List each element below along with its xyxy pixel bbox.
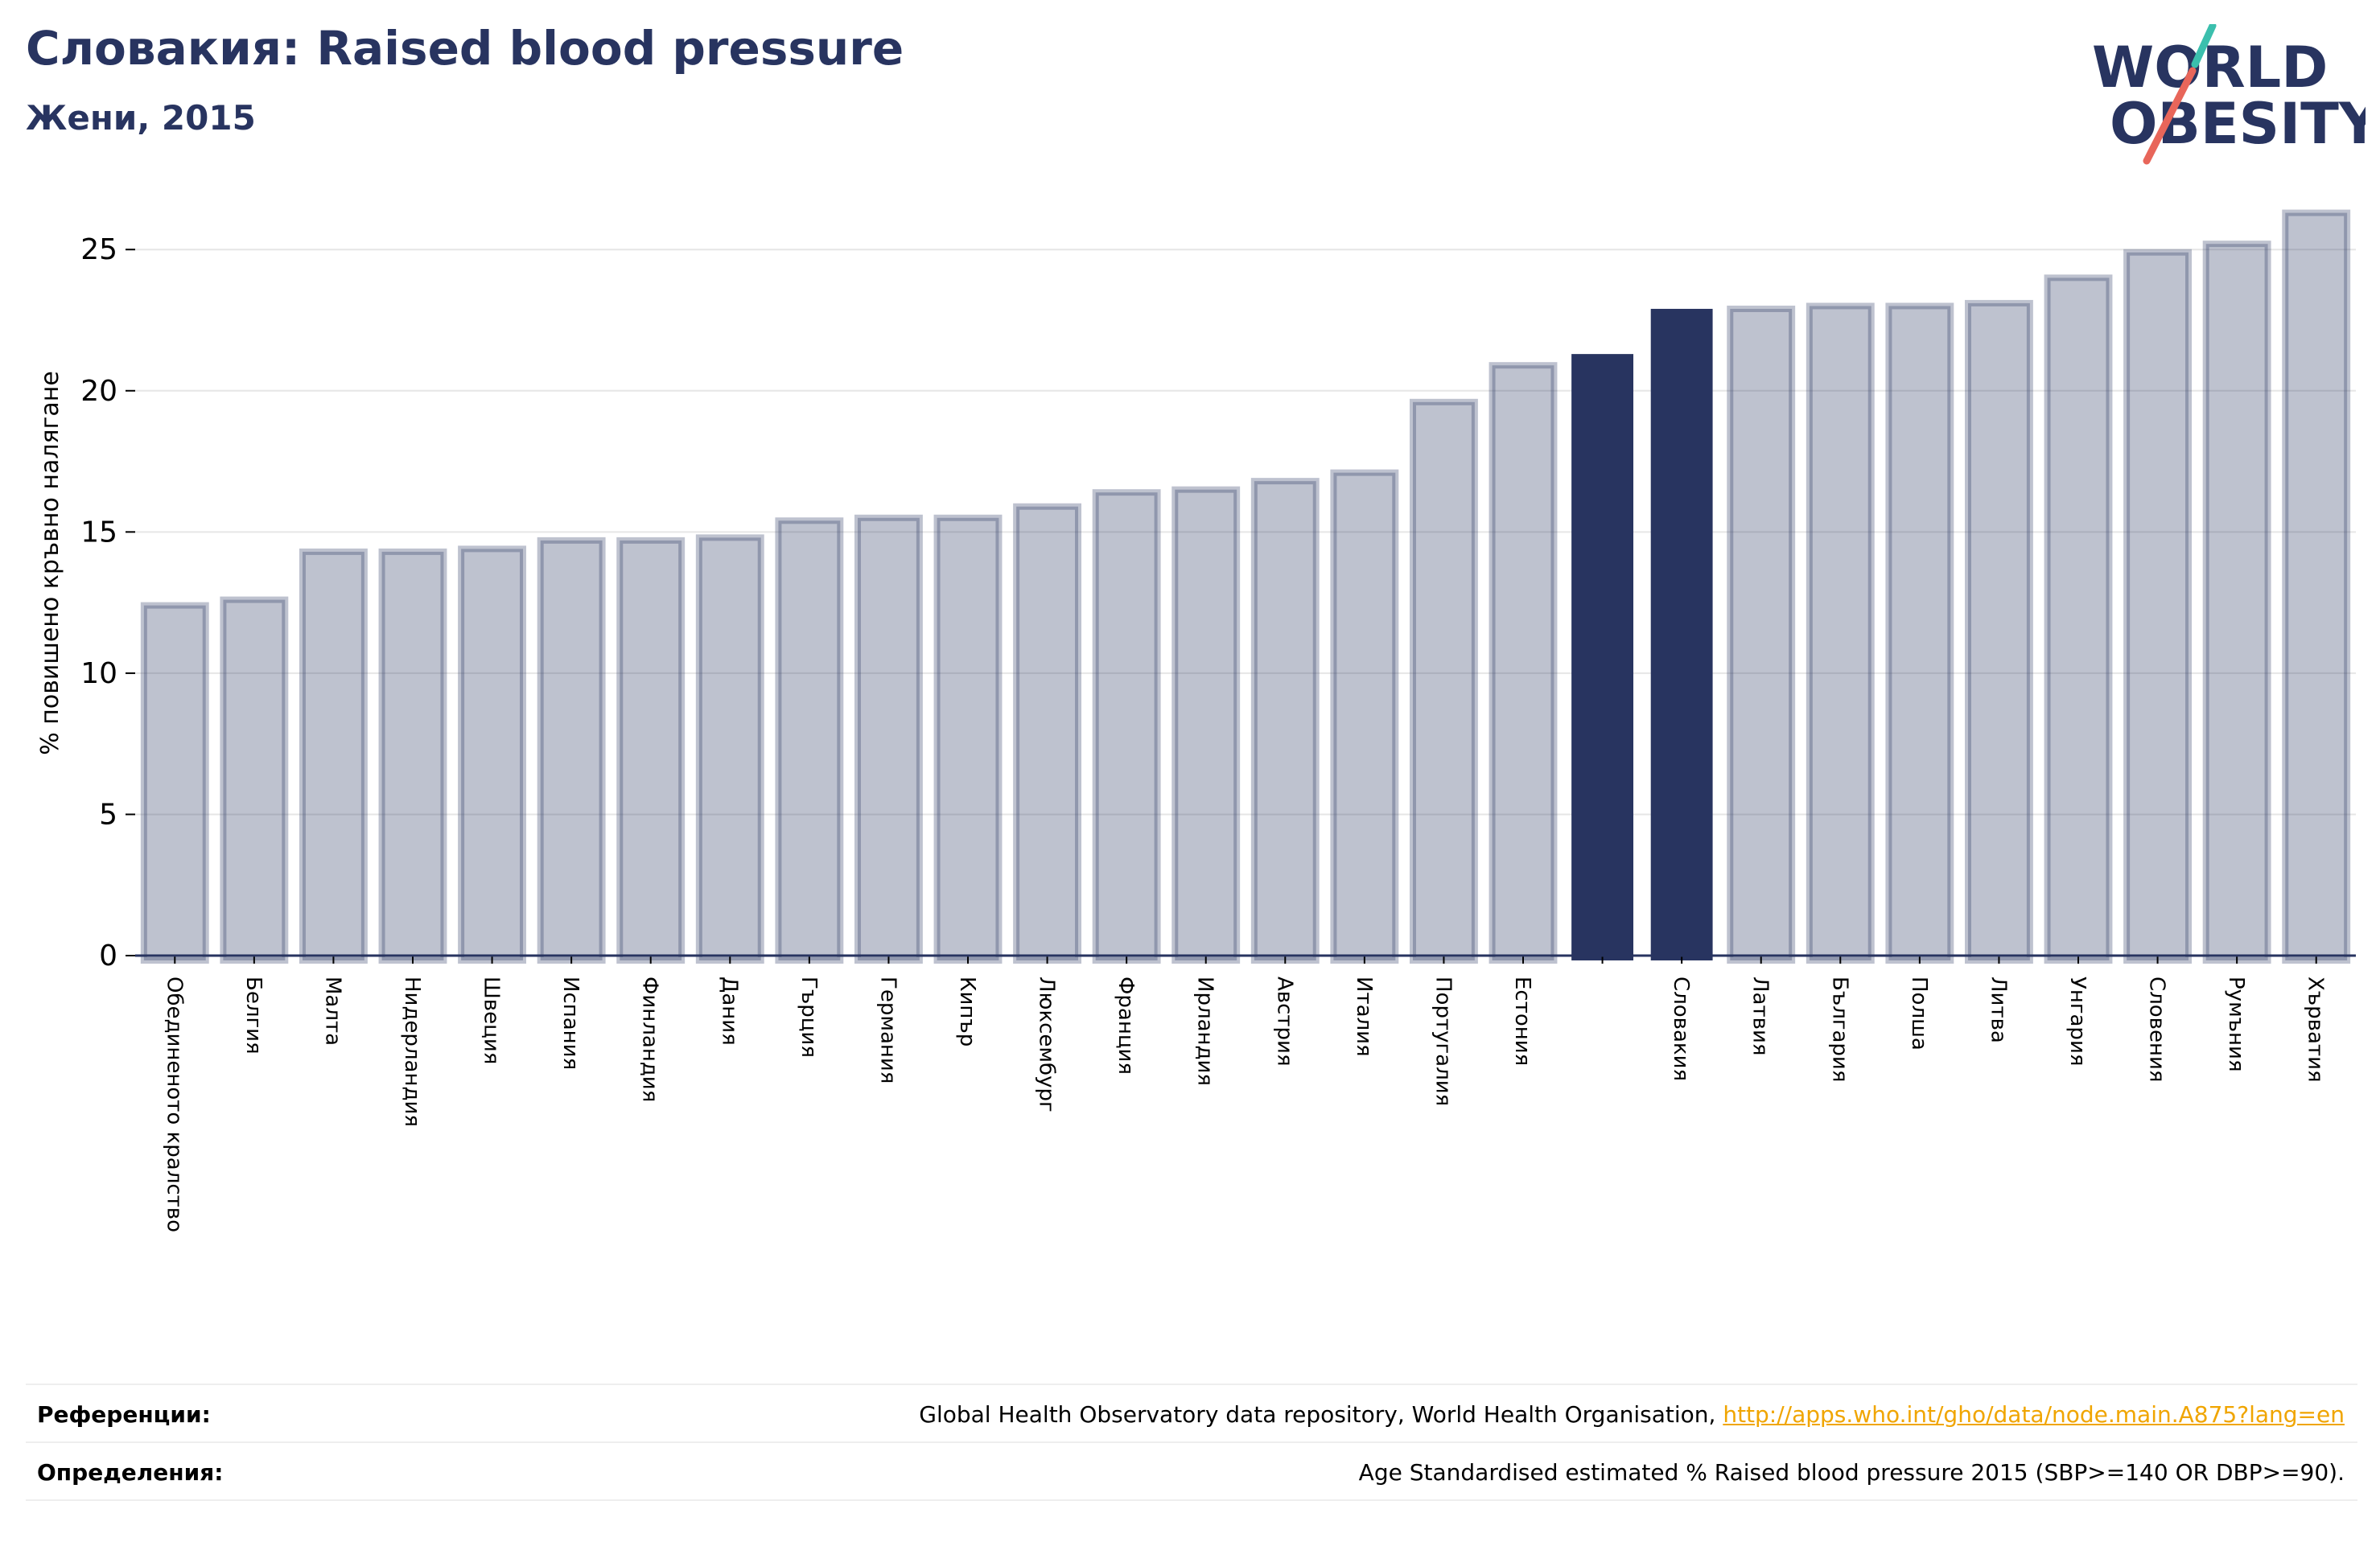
definitions-text: Age Standardised estimated % Raised bloo… — [1358, 1459, 2345, 1486]
bar-Швеция — [458, 545, 527, 964]
bar-Словакия — [1650, 308, 1713, 960]
bar-Кипър — [933, 514, 1003, 964]
x-tick-label-България: България — [1827, 977, 1851, 1082]
y-tick-label-5: 5 — [99, 798, 117, 831]
x-tick-label-Малта: Малта — [320, 977, 344, 1046]
logo-slash-coral — [2143, 67, 2197, 165]
footer-divider-middle — [26, 1441, 2357, 1443]
x-tick-label-Латвия: Латвия — [1748, 977, 1773, 1056]
axes: 0 5 10 15 20 25 Обединеното кралство Белгия Малт… — [80, 233, 2356, 1232]
bar-Обединеното кралство — [140, 602, 209, 964]
bar-Дания — [695, 534, 764, 964]
x-tick-label-Германия: Германия — [875, 977, 900, 1084]
references-text: Global Health Observatory data repositor… — [919, 1401, 2345, 1428]
definitions-label: Определения: — [37, 1459, 224, 1486]
x-tick-label-Португалия: Португалия — [1431, 977, 1455, 1106]
x-tick-label-Италия: Италия — [1352, 977, 1376, 1057]
bar-Литва — [1964, 299, 2033, 964]
x-tick-label-Словения: Словения — [2145, 977, 2169, 1083]
gridlines — [135, 249, 2356, 816]
logo-slash-teal — [2191, 24, 2217, 68]
bars — [140, 209, 2351, 964]
bar-Румъния — [2202, 241, 2271, 964]
bar-Естония — [1489, 362, 1558, 964]
x-tick-label-Нидерландия: Нидерландия — [400, 977, 424, 1127]
y-tick-label-10: 10 — [80, 657, 117, 690]
chart-subtitle: Жени, 2015 — [26, 98, 256, 138]
x-tick-label-Франция: Франция — [1114, 977, 1138, 1075]
x-tick-label-Белгия: Белгия — [241, 977, 266, 1055]
bar-Финландия — [616, 537, 686, 964]
references-source: Global Health Observatory data repositor… — [919, 1401, 1723, 1428]
x-tick-label-Хърватия: Хърватия — [2304, 977, 2328, 1083]
y-axis-label: % повишено кръвно налягане — [36, 371, 64, 755]
bar-Люксембург — [1013, 503, 1082, 964]
bar-Гърция — [775, 517, 844, 964]
x-tick-label-Литва: Литва — [1986, 977, 2010, 1043]
bar-Белгия — [220, 596, 289, 964]
bar-Ирландия — [1171, 486, 1241, 964]
chart-title: Словакия: Raised blood pressure — [26, 21, 904, 76]
footer-divider-top — [26, 1384, 2357, 1385]
bar-Словения — [2123, 249, 2193, 964]
y-tick-label-15: 15 — [80, 516, 117, 549]
bar-Италия — [1330, 469, 1399, 964]
bar-Испания — [537, 537, 606, 964]
x-tick-label-Полша: Полша — [1907, 977, 1931, 1051]
bar-Латвия — [1727, 305, 1796, 964]
x-tick-label-Австрия: Австрия — [1272, 977, 1296, 1067]
bar-Германия — [854, 514, 923, 964]
x-tick-label-Ирландия: Ирландия — [1193, 977, 1217, 1086]
y-tick-label-0: 0 — [99, 940, 117, 972]
references-link[interactable]: http://apps.who.int/gho/data/node.main.A… — [1723, 1401, 2345, 1428]
x-tick-label-Финландия: Финландия — [638, 977, 662, 1102]
bar-unlabeled — [1571, 354, 1634, 961]
logo-word-world: WORLD — [2092, 35, 2328, 101]
x-tick-label-Словакия: Словакия — [1669, 977, 1693, 1081]
world-obesity-logo: WORLD OBESITY — [2092, 24, 2366, 165]
bar-Хърватия — [2282, 209, 2351, 964]
footer-divider-bottom — [26, 1499, 2357, 1501]
bar-Унгария — [2044, 274, 2113, 964]
x-tick-label-Испания: Испания — [558, 977, 583, 1070]
bar-Полша — [1885, 302, 1954, 964]
y-tick-label-20: 20 — [80, 375, 117, 408]
bar-Австрия — [1250, 478, 1320, 964]
x-tick-label-Естония: Естония — [1510, 977, 1534, 1066]
y-tick-label-25: 25 — [80, 233, 117, 266]
x-tick-label-Люксембург: Люксембург — [1035, 977, 1059, 1112]
bar-България — [1806, 302, 1875, 964]
x-tick-label-Дания: Дания — [717, 977, 741, 1046]
bar-Португалия — [1409, 398, 1478, 964]
bar-chart: 0 5 10 15 20 25 Обединеното кралство Белгия Малт… — [36, 209, 2356, 1232]
x-tick-label-Обединеното кралство: Обединеното кралство — [162, 977, 186, 1232]
references-label: Референции: — [37, 1401, 211, 1428]
bar-Франция — [1092, 489, 1161, 964]
x-tick-label-Гърция: Гърция — [797, 977, 821, 1058]
bar-Нидерландия — [378, 548, 447, 964]
x-tick-label-Кипър: Кипър — [955, 977, 979, 1047]
x-tick-label-Румъния: Румъния — [2224, 977, 2248, 1072]
x-tick-label-Швеция: Швеция — [480, 977, 504, 1064]
bar-Малта — [299, 548, 368, 964]
x-tick-label-Унгария: Унгария — [2065, 977, 2090, 1066]
